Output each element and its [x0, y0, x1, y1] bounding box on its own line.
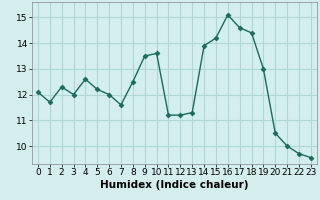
X-axis label: Humidex (Indice chaleur): Humidex (Indice chaleur): [100, 180, 249, 190]
